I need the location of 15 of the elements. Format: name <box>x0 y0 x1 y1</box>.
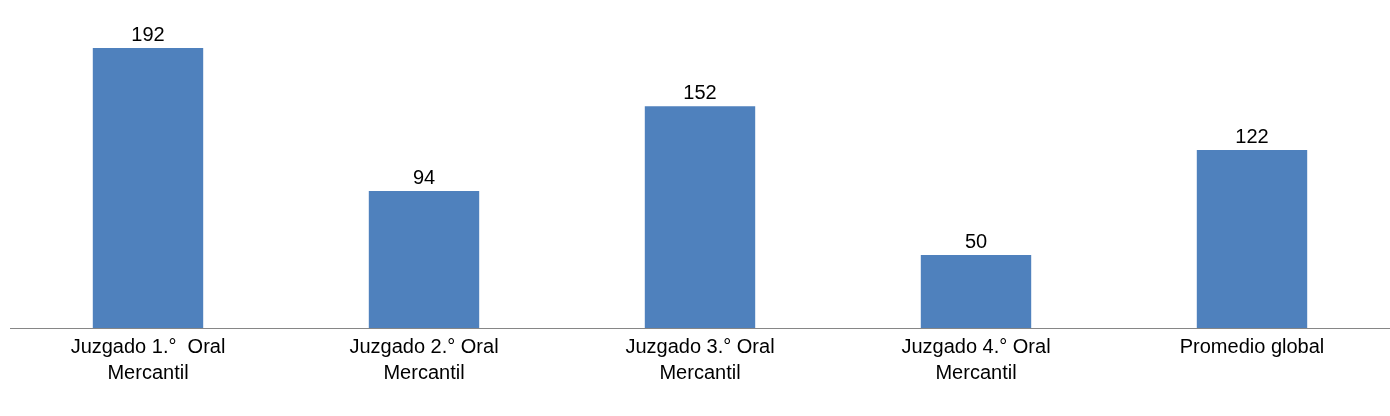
bar <box>644 106 756 328</box>
bar <box>368 190 480 328</box>
x-tick-label: Juzgado 1.° Oral Mercantil <box>70 335 226 383</box>
x-tick-label: Promedio global <box>1179 335 1325 357</box>
data-label: 152 <box>683 81 717 104</box>
data-label: 94 <box>412 165 436 188</box>
bar <box>1196 150 1308 328</box>
data-label: 50 <box>964 230 988 253</box>
bar <box>92 48 204 328</box>
data-label: 192 <box>131 23 165 45</box>
bar <box>920 255 1032 328</box>
x-tick-label: Juzgado 2.° Oral Mercantil <box>349 335 499 383</box>
data-label: 122 <box>1235 125 1269 148</box>
x-tick-label: Juzgado 3.° Oral Mercantil <box>625 335 775 383</box>
x-tick-label: Juzgado 4.° Oral Mercantil <box>901 335 1051 383</box>
